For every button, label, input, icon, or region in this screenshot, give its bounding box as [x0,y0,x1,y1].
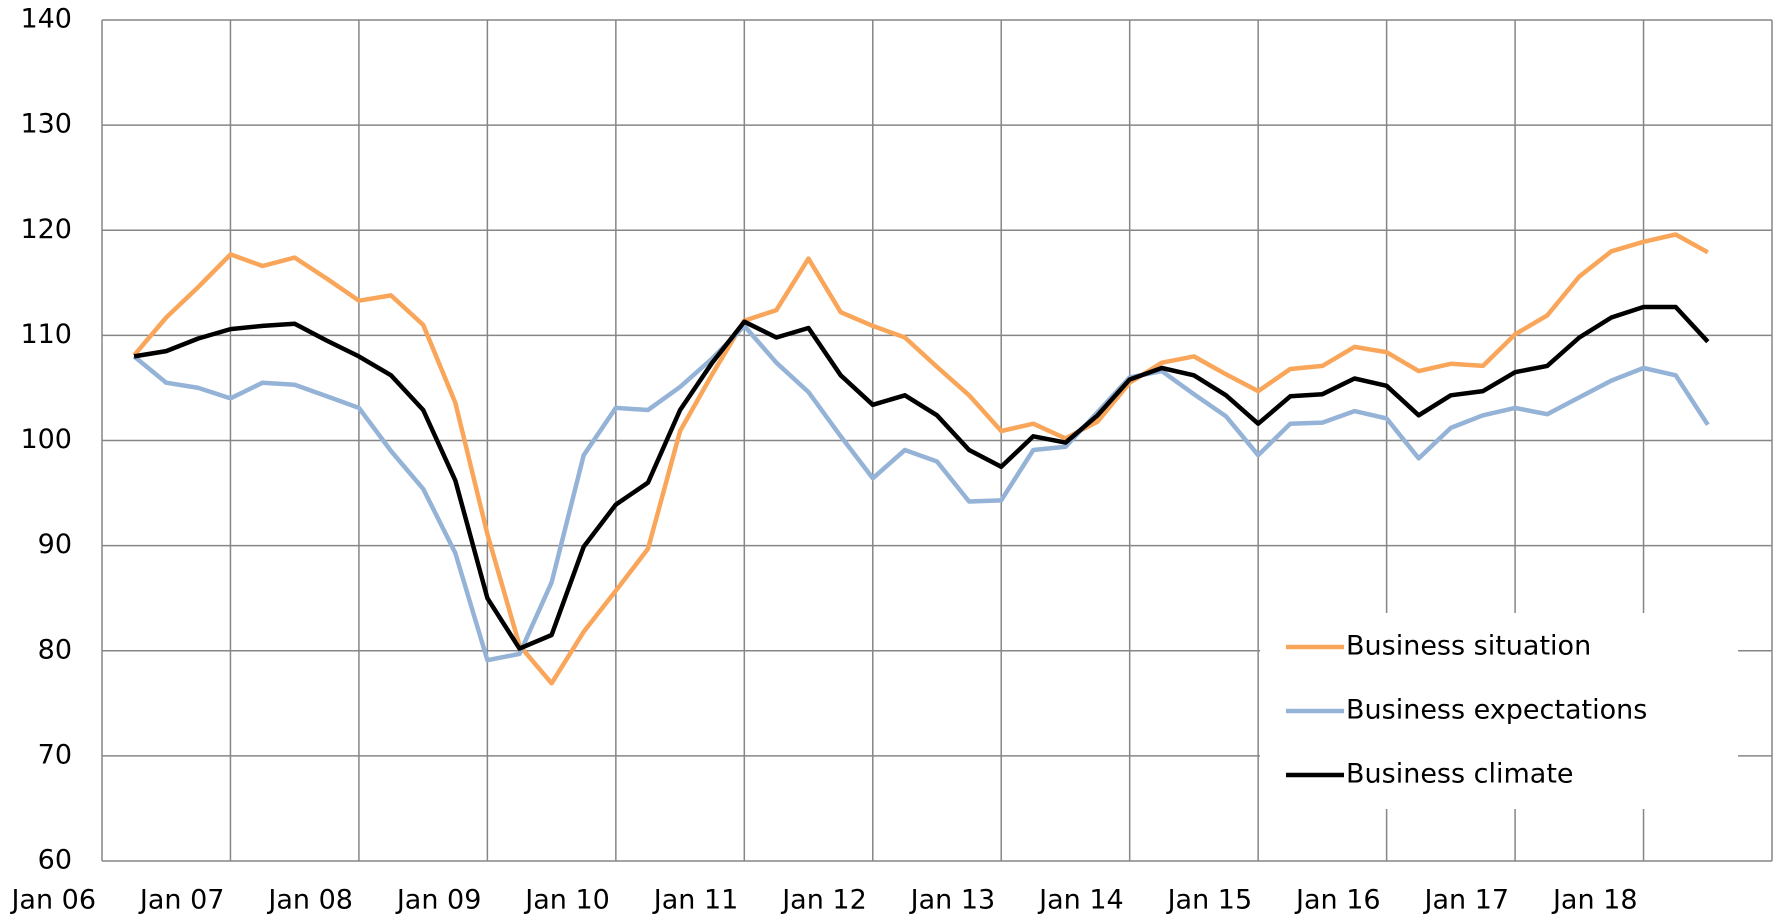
x-tick-label: Jan 09 [395,885,482,916]
series-line [133,304,1710,651]
x-tick-label: Jan 06 [9,885,96,916]
y-tick-label: 110 [20,319,72,350]
y-tick-label: 100 [20,424,72,455]
x-tick-label: Jan 11 [652,885,739,916]
legend: Business situation Business expectations B… [1260,613,1738,809]
x-tick-label: Jan 10 [523,885,610,916]
y-tick-label: 140 [20,4,72,35]
y-tick-label: 60 [38,845,72,876]
y-tick-label: 90 [38,529,72,560]
y-tick-label: 130 [20,109,72,140]
series-line [132,232,1709,686]
series-line [132,323,1710,663]
x-tick-label: Jan 17 [1423,885,1510,916]
x-tick-label: Jan 07 [138,885,225,916]
x-tick-label: Jan 08 [266,885,353,916]
legend-label: Business situation [1346,631,1591,662]
x-tick-label: Jan 13 [909,885,996,916]
y-tick-label: 120 [20,214,72,245]
y-tick-label: 70 [38,739,72,770]
x-tick-label: Jan 14 [1037,885,1124,916]
legend-label: Business expectations [1346,695,1647,726]
legend-label: Business climate [1346,759,1574,790]
x-tick-label: Jan 12 [780,885,867,916]
y-tick-label: 80 [38,634,72,665]
x-tick-label: Jan 16 [1294,885,1381,916]
x-tick-label: Jan 15 [1166,885,1253,916]
x-tick-label: Jan 18 [1551,885,1638,916]
